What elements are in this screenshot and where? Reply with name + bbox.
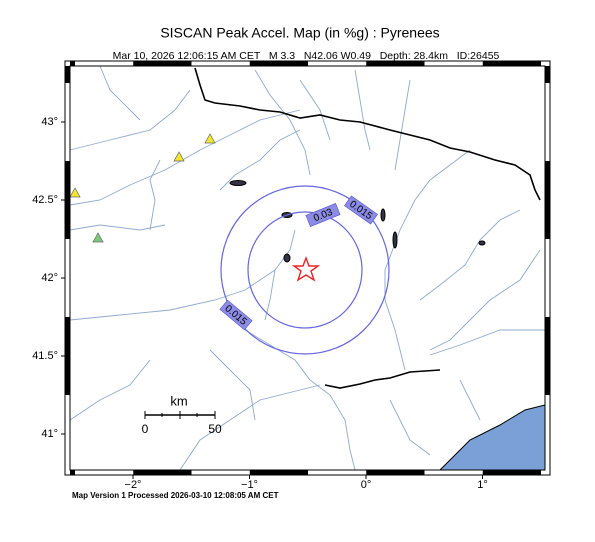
x-tick-label: 0° [361,479,372,491]
frame-bar [133,61,192,66]
contour-label-box [305,203,341,227]
map-background [70,66,545,470]
y-tick-label: 42.5° [32,194,58,206]
frame-bar [545,66,550,83]
frame-bar [65,317,70,395]
y-tick-label: 41° [41,428,58,440]
reservoir-shore [324,369,441,389]
axis-ticks: −2° −1° 0° 1° 43° 42.5° 42° 41.5° 41° [32,116,488,491]
scale-label: 50 [208,422,222,436]
contours [220,185,390,355]
frame-bar [133,470,192,475]
title: SISCAN Peak Accel. Map (in %g) : Pyrenee… [160,25,439,41]
frame-bar [65,66,70,83]
scale-title: km [170,393,187,408]
map-frame [64,60,551,476]
frame-bar [366,61,425,66]
x-tick-label: −1° [241,479,258,491]
epicenter [291,256,321,282]
stations [69,133,216,243]
frame-bar [70,470,75,475]
scale-label: 0 [142,422,149,436]
contour-inner [247,211,363,329]
frame-bar [65,161,70,239]
x-tick-label: 1° [477,479,488,491]
subtitle: Mar 10, 2026 12:06:15 AM CET M 3.3 N42.0… [113,50,500,62]
frame-bar [249,61,308,66]
scale-bar: km 0 50 [142,393,222,436]
frame-bar [249,470,308,475]
contour-label-box [219,299,253,331]
rivers [69,65,545,471]
frame-bar [545,161,550,239]
y-tick-label: 42° [41,272,58,284]
contour-label-box [344,195,378,225]
frame-bar [482,470,541,475]
national-border [194,67,541,201]
footer: Map Version 1 Processed 2026-03-10 12:08… [72,491,279,500]
frame-bar [366,470,425,475]
y-tick-label: 41.5° [32,350,58,362]
frame-bar [70,61,75,66]
y-tick-label: 43° [41,116,58,128]
frame-bar [482,61,541,66]
contour-outer [220,185,390,355]
frame-bar [545,317,550,395]
x-tick-label: −2° [125,479,142,491]
